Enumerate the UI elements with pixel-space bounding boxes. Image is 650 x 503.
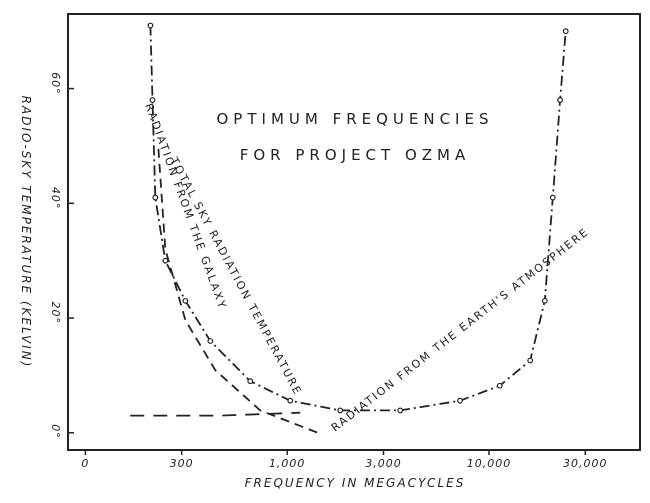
point (562, 28, 569, 35)
point (207, 338, 214, 344)
series-label: RADIATION FROM THE GALAXY (142, 102, 229, 312)
point (496, 382, 503, 389)
series-line (130, 411, 301, 417)
chart-title: FOR PROJECT OZMA (240, 146, 471, 164)
point (182, 297, 189, 304)
point (557, 97, 563, 103)
x-tick-label: 30,000 (563, 457, 608, 470)
point (337, 407, 344, 414)
plot-frame (67, 13, 641, 451)
point (162, 257, 169, 264)
y-tick-label: 40° (49, 187, 62, 210)
y-tick-label: 20° (49, 302, 62, 325)
y-axis-label: RADIO-SKY TEMPERATURE (KELVIN) (19, 96, 33, 369)
point (147, 22, 154, 29)
point (541, 297, 548, 304)
point (287, 397, 294, 404)
point (397, 407, 404, 414)
x-tick-label: 3,000 (365, 457, 402, 470)
y-tick-label: 0° (49, 424, 62, 439)
x-tick-label: 1,000 (269, 457, 306, 470)
point (549, 194, 556, 201)
point (527, 357, 534, 364)
point (152, 194, 159, 201)
x-tick-label: 300 (170, 457, 194, 470)
point (149, 97, 156, 103)
point (247, 378, 254, 385)
x-tick-label: 10,000 (467, 457, 512, 470)
point (457, 397, 463, 404)
y-tick-label: 60° (49, 72, 62, 95)
x-axis-label: FREQUENCY IN MEGACYCLES (245, 476, 466, 490)
chart-title: OPTIMUM FREQUENCIES (217, 110, 494, 128)
x-tick-label: 0 (81, 457, 89, 470)
